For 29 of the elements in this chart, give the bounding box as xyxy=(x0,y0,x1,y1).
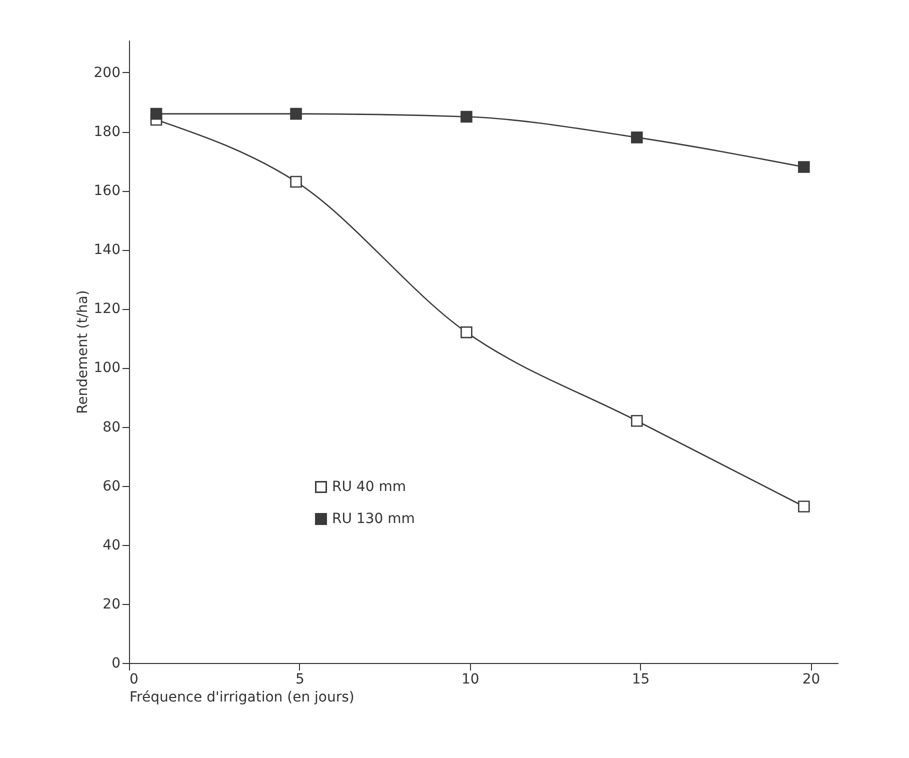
y-tick-label: 140 xyxy=(94,242,120,258)
x-axis-title: Fréquence d'irrigation (en jours) xyxy=(130,690,354,706)
point xyxy=(150,108,162,120)
point xyxy=(290,108,302,120)
point xyxy=(630,414,643,427)
legend-label: RU 40 mm xyxy=(332,479,406,495)
x-tick-label: 5 xyxy=(295,672,304,688)
y-axis-title: Rendement (t/ha) xyxy=(74,290,91,414)
y-tick-label: 120 xyxy=(94,301,120,318)
y-tick-label: 80 xyxy=(102,419,120,436)
x-tick-label: 15 xyxy=(632,672,650,688)
point xyxy=(290,176,302,188)
point xyxy=(460,326,472,338)
y-tick-label: 180 xyxy=(94,124,120,140)
y-tick-label: 100 xyxy=(94,360,120,376)
point xyxy=(460,110,472,123)
x-tick-label: 0 xyxy=(130,672,138,688)
y-tick-label: 160 xyxy=(94,183,120,200)
point xyxy=(798,500,810,512)
point xyxy=(798,161,810,173)
y-tick-label: 40 xyxy=(102,537,120,554)
legend-label: RU 130 mm xyxy=(332,511,415,527)
x-tick-label: 10 xyxy=(461,672,480,688)
y-tick-label: 200 xyxy=(94,64,120,81)
point xyxy=(630,132,643,144)
y-tick-label: 20 xyxy=(102,596,120,612)
y-tick-label: 60 xyxy=(102,478,120,494)
y-tick-label: 0 xyxy=(112,656,120,672)
x-tick-label: 20 xyxy=(802,672,820,688)
